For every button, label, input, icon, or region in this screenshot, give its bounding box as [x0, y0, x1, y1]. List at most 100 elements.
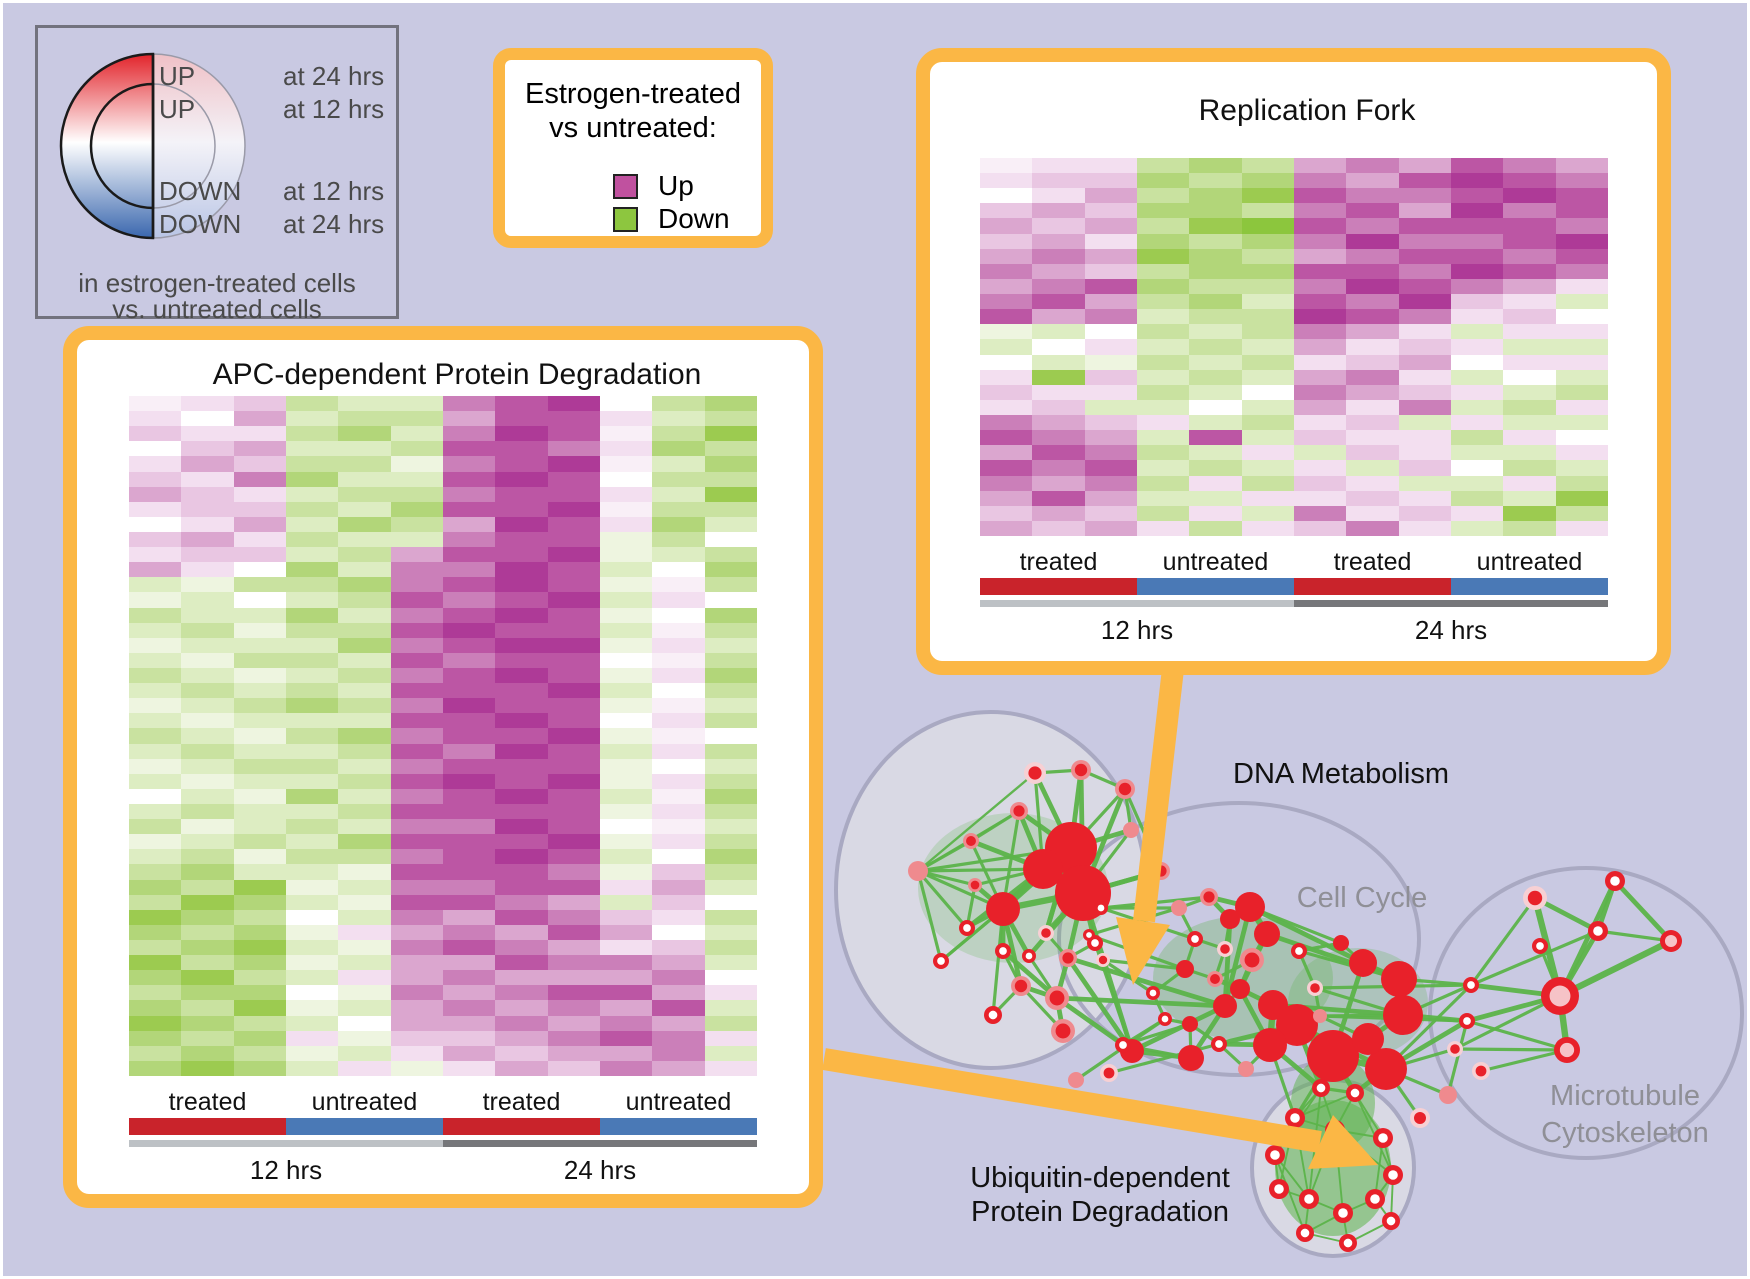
- gene-node-ring-center: [937, 957, 945, 965]
- gene-node-ring-center: [1610, 876, 1620, 886]
- network-edge: [1613, 879, 1673, 943]
- estrogen-legend-box: Estrogen-treated vs untreated: Up Down: [493, 48, 773, 248]
- cluster-label-line: Cell Cycle: [1296, 882, 1428, 914]
- network-edge: [1248, 904, 1365, 966]
- callout-arrow-head: [1308, 1115, 1378, 1169]
- gene-node-ring-center: [1290, 1113, 1300, 1123]
- gene-node-pink: [908, 861, 928, 881]
- cluster-label-line: Ubiquitin-dependent: [970, 1162, 1230, 1194]
- gene-node-halo-core: [1414, 1112, 1426, 1124]
- legend-up12-time: at 12 hrs: [283, 94, 385, 124]
- legend-down24-dir: DOWN: [159, 209, 242, 239]
- cluster-label-dna-metabolism: DNA Metabolism: [1233, 757, 1449, 791]
- network-edge: [1222, 906, 1253, 1007]
- legend-up24-dir: UP: [159, 61, 196, 91]
- rf-heatmap: [980, 158, 1608, 536]
- gene-node-rim-core: [1013, 805, 1025, 817]
- group-color-bar: [600, 1118, 757, 1135]
- network-edge: [1558, 938, 1673, 999]
- cluster-label-cell-cycle: Cell Cycle: [1297, 881, 1428, 915]
- gene-node-red: [1182, 1016, 1198, 1032]
- time-label: 24 hrs: [563, 1155, 637, 1185]
- gene-node-rim-core: [1055, 1023, 1071, 1039]
- group-color-bar: [1294, 578, 1451, 595]
- network-edge: [1066, 956, 1134, 1053]
- down-label: Down: [658, 203, 730, 234]
- gene-node-halo-core: [1028, 766, 1042, 780]
- gene-node-rim-core: [1062, 952, 1074, 964]
- gene-node-ring-center: [1149, 989, 1157, 997]
- gene-node-rim-core: [1203, 891, 1215, 903]
- network-edge: [1454, 994, 1561, 1051]
- network-edge: [1470, 929, 1599, 987]
- gene-node-halo-core: [1103, 1067, 1115, 1079]
- time-bar: [443, 1140, 757, 1147]
- gene-node-ringpink-center: [1559, 1042, 1575, 1058]
- legend-up24-time: at 24 hrs: [283, 61, 385, 91]
- group-color-bar: [286, 1118, 443, 1135]
- gene-node-red: [1381, 961, 1417, 997]
- gene-node-halo-core: [1475, 1065, 1487, 1077]
- apc-panel-title: APC-dependent Protein Degradation: [212, 358, 702, 391]
- gene-node-red: [986, 892, 1020, 926]
- gene-node-ring-center: [1343, 1238, 1353, 1248]
- gene-node-ring-center: [963, 924, 971, 932]
- panel-replication-fork: Replication Fork treated untreated treated…: [916, 48, 1671, 675]
- callout-arrow-shaft: [1133, 667, 1184, 923]
- network-edge: [1274, 1154, 1306, 1234]
- network-edge: [1446, 1020, 1469, 1096]
- legend-down12-time: at 12 hrs: [283, 176, 385, 206]
- gene-node-red: [1276, 1004, 1318, 1046]
- cluster-ellipse-cellcycle: [1057, 801, 1421, 1077]
- gene-node-halo-core: [1450, 1044, 1460, 1054]
- gene-node-ring-center: [1091, 939, 1099, 947]
- legend-footer-line1: in estrogen-treated cells: [78, 268, 356, 298]
- group-color-bar: [1451, 578, 1608, 595]
- network-graph: [822, 667, 1744, 1258]
- gene-node-ring-center: [1274, 1184, 1284, 1194]
- gene-node-ring-center: [1295, 947, 1303, 955]
- gene-node-ring-center: [1270, 1150, 1280, 1160]
- time-label: 12 hrs: [1100, 615, 1174, 645]
- cluster-label-line: Cytoskeleton: [1541, 1117, 1709, 1149]
- cluster-label-microtubule: Microtubule Cytoskeleton: [1541, 1078, 1709, 1152]
- gene-node-ring-center: [999, 947, 1007, 955]
- gene-node-ring-center: [1025, 952, 1033, 960]
- group-color-bar: [980, 578, 1137, 595]
- network-edge: [1466, 1019, 1568, 1052]
- cluster-label-line: DNA Metabolism: [1233, 758, 1449, 790]
- gene-node-ring-center: [1119, 1041, 1127, 1049]
- group-label: treated: [1333, 548, 1412, 576]
- gene-node-ring-center: [1467, 981, 1475, 989]
- gene-node-ring-center: [1191, 935, 1199, 943]
- group-label: treated: [168, 1088, 247, 1116]
- network-edge: [917, 839, 972, 873]
- gene-node-rim-core: [1118, 782, 1132, 796]
- network-edge: [1557, 879, 1618, 998]
- group-color-bar: [1137, 578, 1294, 595]
- updown-legend-box: UP at 24 hrs UP at 12 hrs DOWN at 12 hrs…: [35, 25, 399, 324]
- gene-node-ring-center: [1086, 932, 1092, 938]
- apc-heatmap-footer: treated untreated treated untreated 12 hrs 24…: [129, 1088, 757, 1186]
- gene-node-red: [1307, 1030, 1359, 1082]
- gene-node-pink: [1068, 1072, 1084, 1088]
- gene-node-ring-center: [1300, 1228, 1310, 1238]
- gene-node-halo-core: [1220, 944, 1230, 954]
- network-edge: [1108, 1042, 1220, 1075]
- gene-node-red: [1352, 1023, 1384, 1055]
- gene-node-ring-center: [1593, 926, 1603, 936]
- gene-node-ring-center: [1378, 1133, 1388, 1143]
- cluster-ellipse-microtubule: [1428, 866, 1744, 1160]
- callout-arrow-head: [1116, 917, 1170, 985]
- gene-node-ring-center: [1350, 1088, 1360, 1098]
- network-edge: [1067, 955, 1226, 1009]
- network-edge: [916, 869, 969, 930]
- gene-node-ring-center: [1370, 1194, 1380, 1204]
- cluster-label-line: Microtubule: [1550, 1080, 1700, 1112]
- network-edge: [916, 870, 943, 962]
- gene-node-ring-center: [1215, 1040, 1223, 1048]
- gene-node-pink: [1123, 822, 1139, 838]
- gene-node-ring-center: [1386, 1216, 1396, 1226]
- gene-node-red: [1235, 892, 1265, 922]
- gene-node-red: [1213, 994, 1237, 1018]
